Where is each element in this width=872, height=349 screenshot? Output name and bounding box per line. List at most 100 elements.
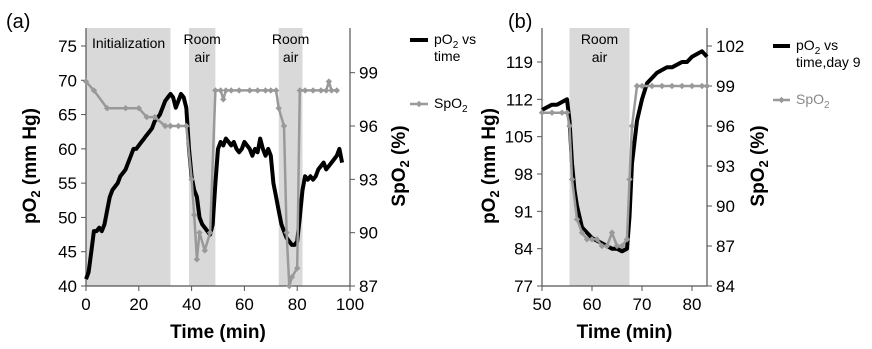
spo2-data-point — [296, 87, 304, 94]
legend-label-po2: pO2 vs — [796, 37, 838, 57]
spo2-data-point — [175, 122, 182, 130]
spo2-data-point — [568, 176, 576, 183]
y-tick-label: 98 — [514, 165, 533, 184]
x-tick-label: 100 — [336, 295, 364, 314]
spo2-data-point — [668, 82, 676, 90]
spo2-data-point — [593, 236, 601, 243]
spo2-data-point — [280, 122, 288, 130]
spo2-data-point — [603, 242, 611, 250]
y2-tick-label: 90 — [716, 197, 735, 216]
legend-label-po2: time — [434, 48, 461, 64]
spo2-data-point — [212, 87, 219, 94]
y-tick-label: 91 — [514, 202, 533, 221]
y2-tick-label: 87 — [359, 277, 378, 296]
spo2-data-point — [162, 122, 169, 130]
y-tick-label: 70 — [58, 71, 77, 90]
spo2-data-point — [188, 176, 195, 183]
spo2-data-point — [201, 247, 208, 254]
panel-label: (a) — [6, 11, 30, 33]
spo2-data-point — [328, 87, 335, 94]
legend-marker-spo2 — [778, 96, 785, 104]
spo2-data-point — [678, 82, 686, 90]
spo2-data-point — [103, 105, 111, 112]
spo2-data-point — [583, 236, 591, 243]
spo2-data-point — [246, 87, 253, 94]
x-tick-label: 0 — [81, 295, 90, 314]
spo2-data-point — [623, 236, 631, 243]
x-axis-label: Time (min) — [170, 322, 266, 343]
x-tick-label: 70 — [633, 295, 652, 314]
shaded-region-label: Room — [272, 31, 309, 47]
spo2-data-point — [618, 242, 626, 250]
x-tick-label: 40 — [182, 295, 201, 314]
legend-label-po2: pO2 vs — [434, 31, 476, 51]
spo2-data-point — [703, 82, 711, 90]
spo2-data-point — [578, 229, 586, 236]
x-tick-label: 20 — [129, 295, 148, 314]
spo2-data-point — [275, 105, 282, 112]
y-tick-label: 75 — [58, 37, 77, 56]
spo2-data-point — [613, 242, 621, 250]
y2-tick-label: 99 — [359, 64, 378, 83]
shaded-region — [278, 28, 303, 286]
spo2-data-point — [301, 87, 309, 94]
spo2-data-point — [286, 282, 293, 290]
shaded-region-label: air — [592, 49, 608, 65]
spo2-data-point — [191, 211, 198, 219]
legend-label-po2: time,day 9 — [796, 54, 861, 70]
spo2-data-point — [598, 242, 606, 250]
y-axis-label: pO2 (mm Hg) — [479, 108, 502, 224]
y2-tick-label: 96 — [716, 117, 735, 136]
spo2-data-point — [633, 82, 641, 90]
legend-label-spo2: SpO2 — [796, 91, 830, 111]
spo2-data-point — [698, 82, 706, 90]
spo2-data-point — [309, 87, 317, 94]
x-axis-label: Time (min) — [577, 322, 673, 343]
y2-tick-label: 87 — [716, 237, 735, 256]
spo2-data-point — [333, 87, 340, 94]
y2-axis-label: SpO2 (%) — [748, 125, 771, 206]
spo2-data-point — [566, 122, 573, 130]
spo2-data-point — [323, 87, 330, 94]
spo2-data-point — [151, 113, 158, 121]
spo2-data-point — [143, 113, 150, 121]
spo2-data-point — [626, 176, 633, 183]
spo2-data-point — [217, 87, 224, 94]
spo2-data-point — [122, 105, 129, 112]
spo2-data-point — [558, 109, 566, 116]
shaded-region — [86, 28, 171, 286]
spo2-data-point — [90, 87, 98, 94]
y2-tick-label: 96 — [359, 117, 378, 136]
y2-tick-label: 90 — [359, 224, 378, 243]
spo2-data-point — [135, 105, 142, 112]
y-tick-label: 55 — [58, 174, 77, 193]
y-tick-label: 60 — [58, 140, 77, 159]
spo2-data-point — [196, 229, 203, 236]
y-tick-label: 84 — [514, 240, 533, 259]
spo2-data-point — [222, 87, 230, 94]
spo2-data-point — [267, 87, 274, 94]
spo2-data-point — [658, 82, 666, 90]
x-tick-label: 80 — [288, 295, 307, 314]
spo2-data-point — [283, 229, 290, 236]
spo2-data-point — [573, 216, 581, 223]
spo2-data-point — [648, 82, 656, 90]
spo2-data-point — [317, 87, 325, 94]
y-tick-label: 45 — [58, 243, 77, 262]
spo2-series-line — [542, 84, 707, 248]
spo2-data-point — [183, 122, 190, 130]
spo2-data-point — [193, 256, 201, 263]
y-axis-label: pO2 (mm Hg) — [20, 108, 43, 224]
spo2-data-point — [228, 87, 235, 94]
panel-a: (a) Initialization Room air Room air 0 20 40 60 80… — [6, 11, 476, 343]
x-tick-label: 50 — [533, 295, 552, 314]
spo2-data-point — [628, 122, 636, 130]
spo2-data-point — [294, 265, 301, 272]
spo2-data-point — [563, 109, 571, 116]
spo2-data-point — [220, 96, 227, 103]
shaded-region-label: air — [283, 49, 299, 65]
shaded-region-label: Room — [183, 31, 220, 47]
spo2-data-point — [588, 236, 596, 243]
shaded-region-label: Initialization — [92, 35, 165, 51]
shaded-region — [188, 28, 216, 286]
